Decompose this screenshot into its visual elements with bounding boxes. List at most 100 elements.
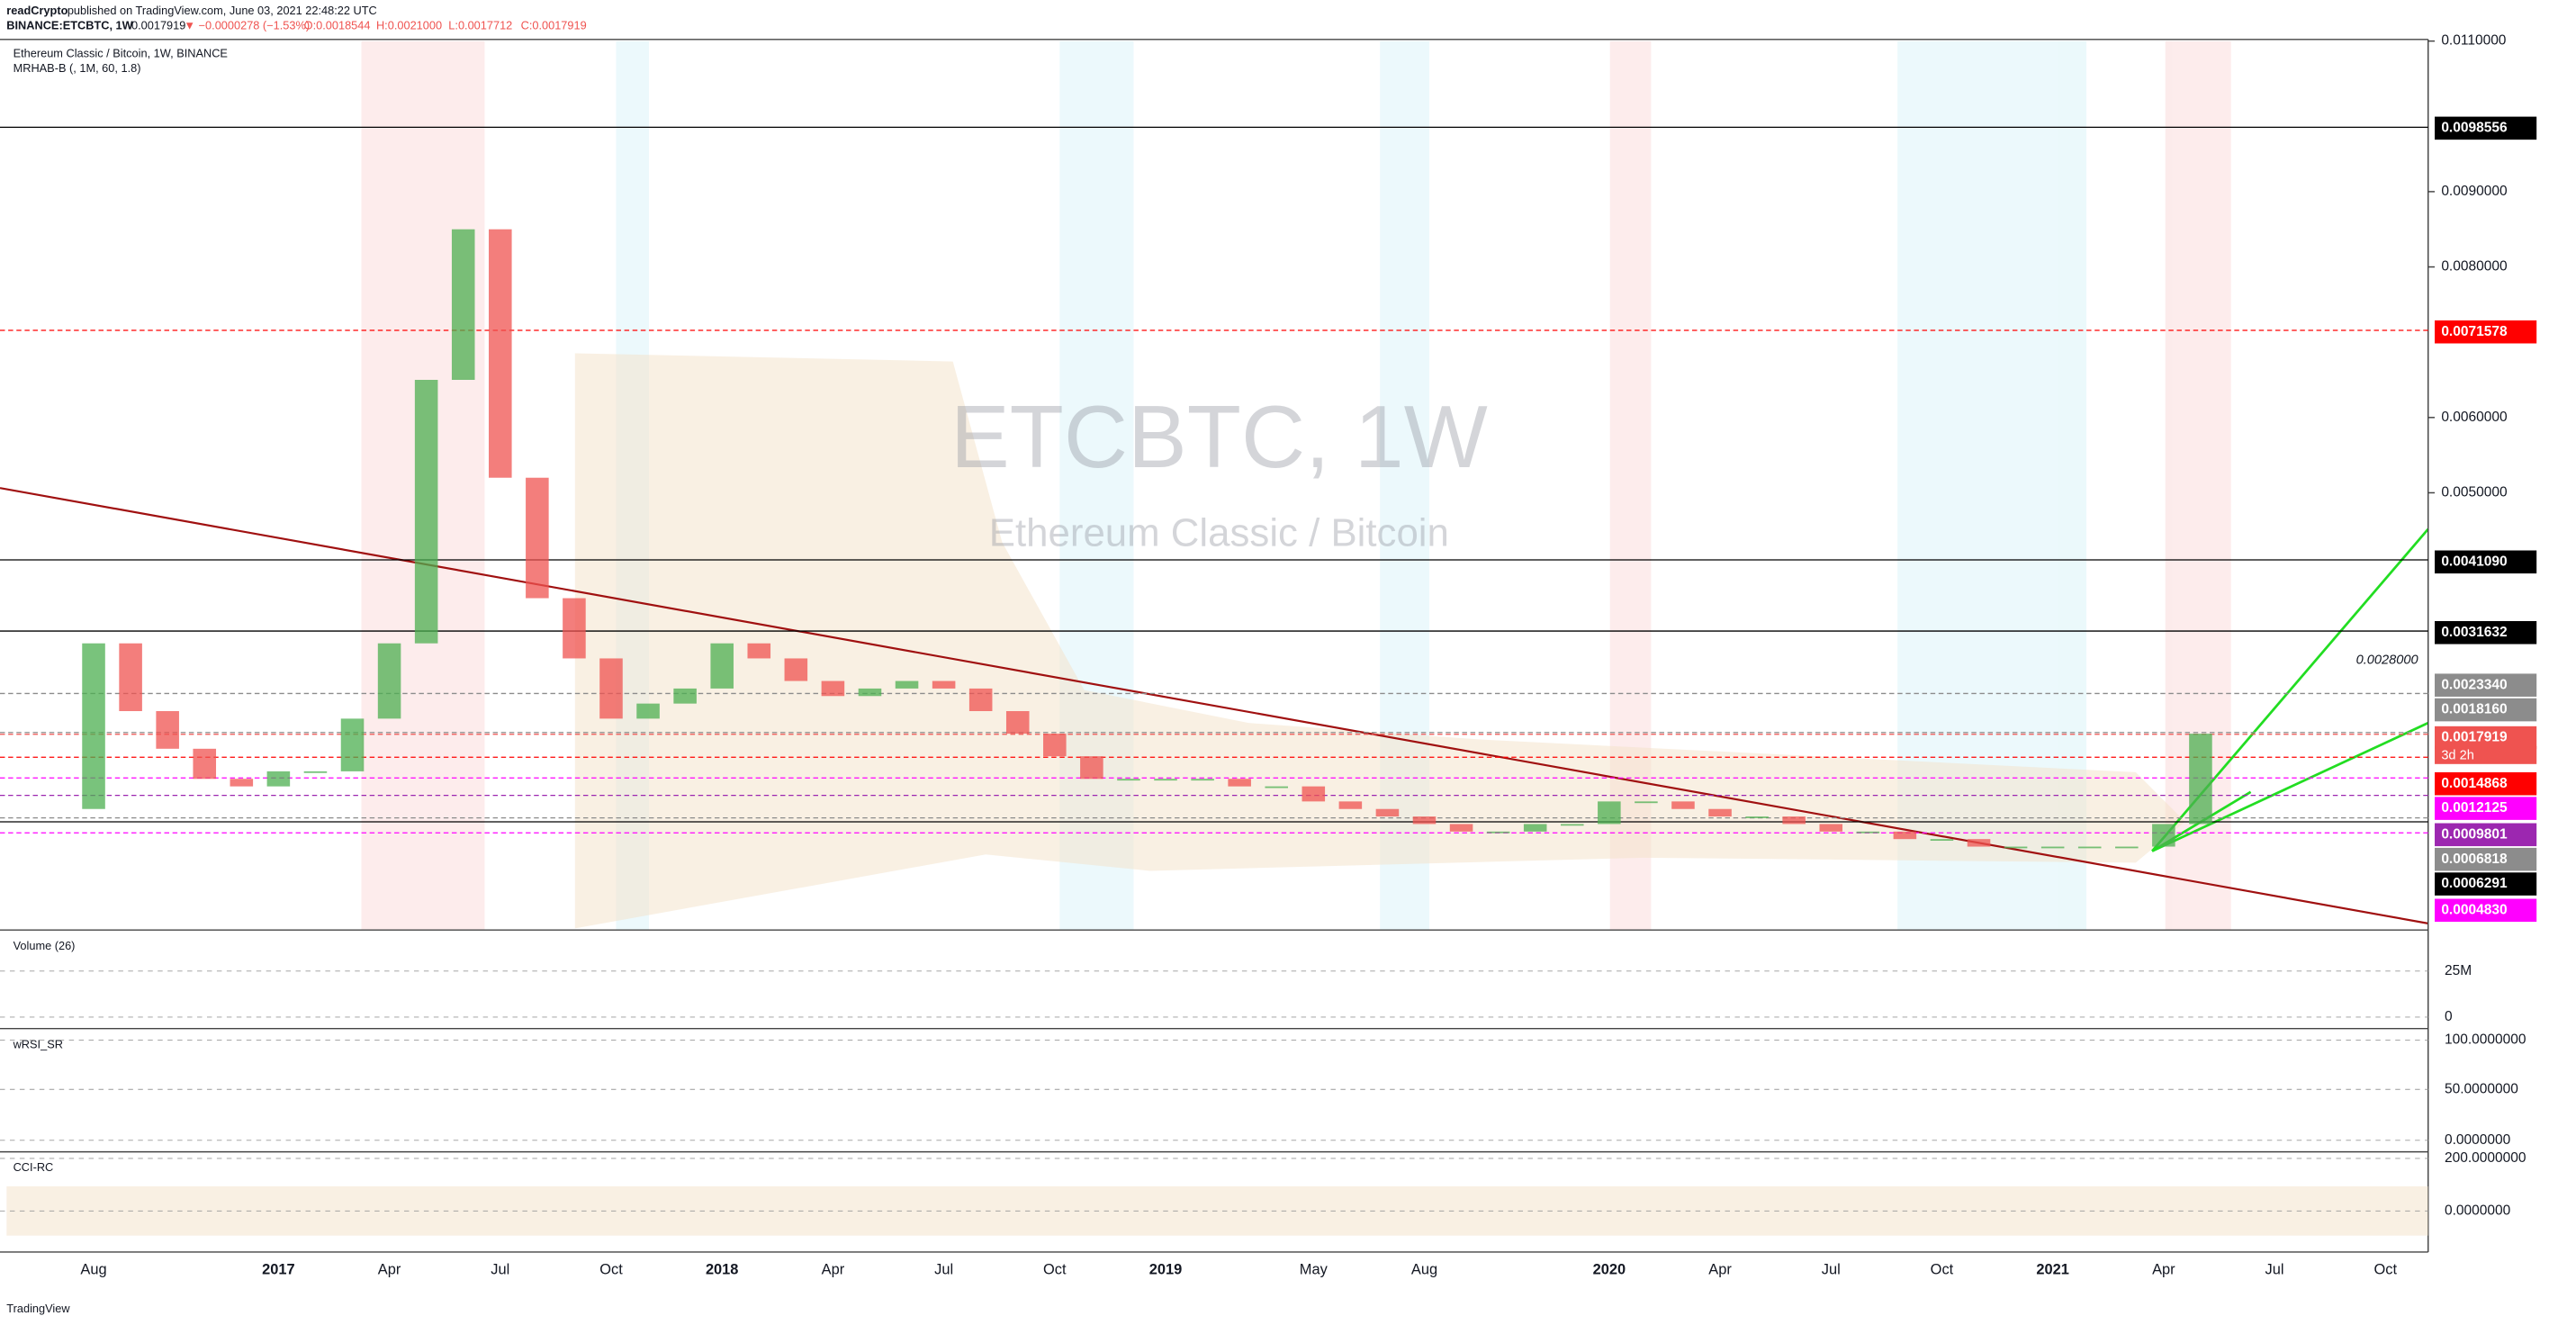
watermark-description: Ethereum Classic / Bitcoin	[989, 511, 1449, 555]
candle	[1338, 801, 1363, 809]
candle	[1893, 831, 1917, 840]
countdown-box	[2435, 745, 2537, 764]
candle	[266, 771, 291, 787]
x-tick-label: Jul	[934, 1261, 953, 1277]
candle	[2189, 734, 2212, 825]
ohlc: L:0.0017712	[448, 19, 512, 32]
candle	[784, 658, 808, 681]
candle	[1302, 786, 1326, 802]
price-label: 0.0018160	[2441, 702, 2507, 717]
legend-name: Ethereum Classic / Bitcoin, 1W, BINANCE	[14, 47, 228, 60]
candle	[636, 703, 660, 719]
candle	[451, 229, 475, 380]
price-label-box	[2435, 550, 2537, 574]
pane-tick-label: 0.0000000	[2445, 1203, 2511, 1218]
price-label: 0.0023340	[2441, 677, 2507, 692]
candle	[2152, 824, 2175, 847]
price-label-box	[2435, 872, 2537, 896]
candle	[193, 748, 217, 780]
footer: TradingView	[6, 1302, 70, 1315]
x-tick-label: 2018	[706, 1261, 738, 1277]
candle	[230, 779, 254, 787]
x-tick-label: 2021	[2036, 1261, 2068, 1277]
x-tick-label: Jul	[2265, 1261, 2284, 1277]
candle	[303, 771, 328, 773]
candle	[1708, 808, 1732, 817]
candle	[1375, 808, 1400, 817]
x-tick-label: Jul	[491, 1261, 509, 1277]
pane-tick-label: 0.0000000	[2445, 1132, 2511, 1148]
candle	[1412, 816, 1437, 825]
price-label: 0.0012125	[2441, 800, 2508, 816]
candle	[1782, 816, 1806, 825]
pane-tick-label: 200.0000000	[2445, 1150, 2526, 1166]
price-label-box	[2435, 320, 2537, 344]
candle	[1265, 786, 1288, 789]
x-tick-label: Jul	[1822, 1261, 1841, 1277]
price-label: 0.0031632	[2441, 625, 2507, 640]
price-label: 0.0004830	[2441, 902, 2507, 917]
x-tick-label: 2017	[262, 1261, 294, 1277]
x-tick-label: Aug	[1411, 1261, 1437, 1277]
pane-tick-label: 25M	[2445, 963, 2472, 978]
candle	[340, 718, 365, 771]
author: readCrypto	[6, 4, 68, 17]
candle	[1043, 734, 1067, 757]
candle	[1598, 801, 1621, 825]
price-label-box	[2435, 116, 2537, 140]
price-label-box	[2435, 698, 2537, 722]
candle	[1449, 824, 1473, 832]
price-label: 0.0009801	[2441, 826, 2508, 842]
candle	[489, 229, 512, 478]
trend-line	[0, 487, 2428, 924]
trend-label: 0.0028000	[2356, 653, 2418, 668]
candle	[2004, 846, 2028, 849]
candle	[563, 598, 586, 659]
candle	[377, 643, 401, 719]
price-label-box	[2435, 621, 2537, 644]
price-label: 0.0041090	[2441, 554, 2507, 569]
y-tick-label: 0.0060000	[2441, 410, 2508, 425]
candle	[968, 688, 993, 711]
price-label-box	[2435, 797, 2537, 820]
x-tick-label: Oct	[2374, 1261, 2398, 1277]
price-label-box	[2435, 847, 2537, 871]
candle	[673, 688, 697, 704]
legend-indicator: MRHAB-B (, 1M, 60, 1.8)	[14, 61, 141, 75]
symbol: BINANCE:ETCBTC, 1W	[6, 19, 133, 32]
price-label: 0.0014868	[2441, 776, 2508, 791]
candle	[1635, 801, 1658, 804]
candle	[1560, 824, 1584, 826]
y-tick-label: 0.0090000	[2441, 184, 2508, 199]
x-tick-label: Apr	[1708, 1261, 1732, 1277]
ohlc: C:0.0017919	[521, 19, 587, 32]
price-label-box	[2435, 771, 2537, 796]
candle	[1523, 824, 1547, 832]
candle	[1117, 779, 1140, 781]
candle	[1745, 816, 1769, 818]
candle	[1819, 824, 1843, 832]
x-tick-label: Aug	[80, 1261, 106, 1277]
price-label: 0.0017919	[2441, 730, 2508, 745]
x-tick-label: Oct	[1043, 1261, 1067, 1277]
candle	[821, 681, 845, 697]
candle	[2040, 846, 2065, 849]
candle	[2077, 846, 2102, 849]
y-tick-label: 0.0110000	[2441, 33, 2506, 49]
cloud	[574, 353, 2185, 929]
x-tick-label: May	[1300, 1261, 1329, 1277]
candle	[2115, 846, 2139, 849]
candle	[1486, 831, 1510, 834]
ohlc: O:0.0018544	[304, 19, 371, 32]
price-label: 0.0098556	[2441, 120, 2508, 135]
pane-title: wRSI_SR	[13, 1037, 63, 1050]
countdown: 3d 2h	[2441, 749, 2474, 763]
price-label-box	[2435, 823, 2537, 847]
y-tick-label: 0.0050000	[2441, 485, 2508, 500]
candle	[414, 379, 438, 644]
candle	[1671, 801, 1695, 809]
watermark-symbol: ETCBTC, 1W	[950, 387, 1488, 486]
candle	[1856, 831, 1880, 834]
